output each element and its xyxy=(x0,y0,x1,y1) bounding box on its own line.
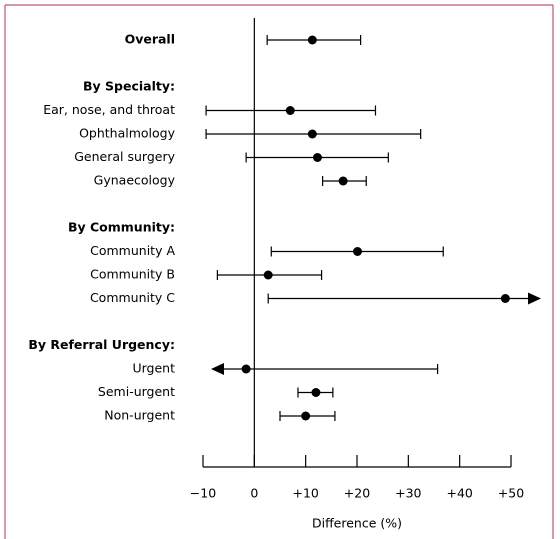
x-tick-label: +10 xyxy=(292,486,318,501)
x-axis-label: Difference (%) xyxy=(312,516,402,531)
row-label: Semi-urgent xyxy=(98,384,175,399)
row-label: General surgery xyxy=(74,149,175,164)
row-label: Gynaecology xyxy=(94,173,176,188)
point-estimate xyxy=(307,129,317,139)
row-label: By Specialty: xyxy=(83,79,175,94)
row-label: Ophthalmology xyxy=(79,126,176,141)
row-label: Non-urgent xyxy=(104,408,175,423)
row-label: Community B xyxy=(90,267,175,282)
x-tick-label: 0 xyxy=(250,486,258,501)
point-estimate xyxy=(285,106,295,115)
point-estimate xyxy=(241,364,251,374)
x-tick-label: −10 xyxy=(190,486,216,501)
x-tick-label: +20 xyxy=(344,486,370,501)
point-estimate xyxy=(307,35,317,45)
row-label: By Community: xyxy=(68,220,175,235)
row-label: By Referral Urgency: xyxy=(28,337,175,352)
point-estimate xyxy=(263,270,273,280)
row-label: Community A xyxy=(90,243,175,258)
x-tick-label: +40 xyxy=(446,486,472,501)
row-label: Community C xyxy=(90,290,175,305)
point-estimate xyxy=(301,411,311,421)
point-estimate xyxy=(338,176,348,186)
x-tick-label: +30 xyxy=(395,486,421,501)
row-label: Ear, nose, and throat xyxy=(43,102,175,117)
point-estimate xyxy=(312,153,322,162)
point-estimate xyxy=(500,294,510,303)
x-tick-label: +50 xyxy=(498,486,524,501)
row-label: Urgent xyxy=(132,361,175,376)
arrow-left xyxy=(211,363,224,375)
arrow-right xyxy=(528,292,541,305)
row-label: Overall xyxy=(125,32,175,47)
point-estimate xyxy=(353,247,363,256)
point-estimate xyxy=(311,388,321,397)
